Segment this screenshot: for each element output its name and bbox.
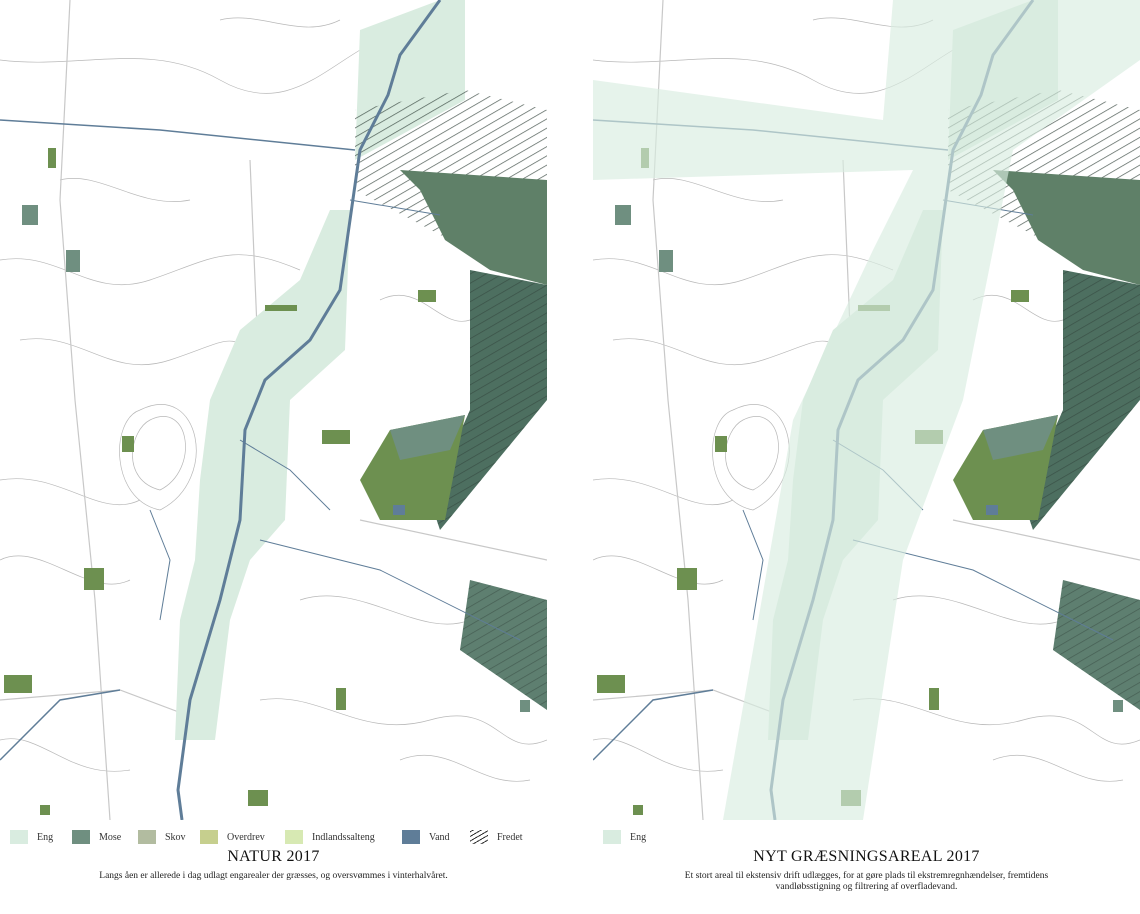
map-natur xyxy=(0,0,547,820)
legend-swatch xyxy=(603,830,621,844)
panel-title: NYT GRÆSNINGSAREAL 2017 xyxy=(753,848,980,865)
legend-label: Mose xyxy=(99,831,122,843)
legend-item: Overdrev xyxy=(200,830,265,844)
legend-item: Skov xyxy=(138,830,186,844)
legend-label: Fredet xyxy=(497,831,523,843)
legend-swatch xyxy=(470,830,488,844)
panel-caption: Langs åen er allerede i dag udlagt engar… xyxy=(99,871,448,881)
legend-item: Vand xyxy=(402,830,450,844)
panel-caption: Et stort areal til ekstensiv drift udlæg… xyxy=(684,871,1049,892)
legend: Eng Mose Skov Overdrev Indlandssalteng Vand Fr… xyxy=(10,830,547,848)
legend-swatch xyxy=(402,830,420,844)
legend-label: Eng xyxy=(37,831,54,843)
legend-label: Overdrev xyxy=(227,831,265,843)
legend-swatch xyxy=(285,830,303,844)
legend-label: Vand xyxy=(429,831,450,843)
legend-item: Eng xyxy=(10,830,53,844)
legend-label: Indlandssalteng xyxy=(312,831,375,843)
legend-item: Indlandssalteng xyxy=(285,830,375,844)
maps xyxy=(0,0,1140,822)
panel-title: NATUR 2017 xyxy=(227,848,320,865)
legend-swatch xyxy=(72,830,90,844)
legend-swatch xyxy=(200,830,218,844)
legend-item: Mose xyxy=(72,830,121,844)
legend-label: Eng xyxy=(630,831,647,843)
new-meadow-overlay xyxy=(593,0,1140,820)
legend-item: Eng xyxy=(603,830,646,844)
legend: Eng xyxy=(603,830,1140,848)
legend-swatch xyxy=(10,830,28,844)
legend-item: Fredet xyxy=(470,830,523,844)
legend-label: Skov xyxy=(165,831,186,843)
legend-swatch xyxy=(138,830,156,844)
